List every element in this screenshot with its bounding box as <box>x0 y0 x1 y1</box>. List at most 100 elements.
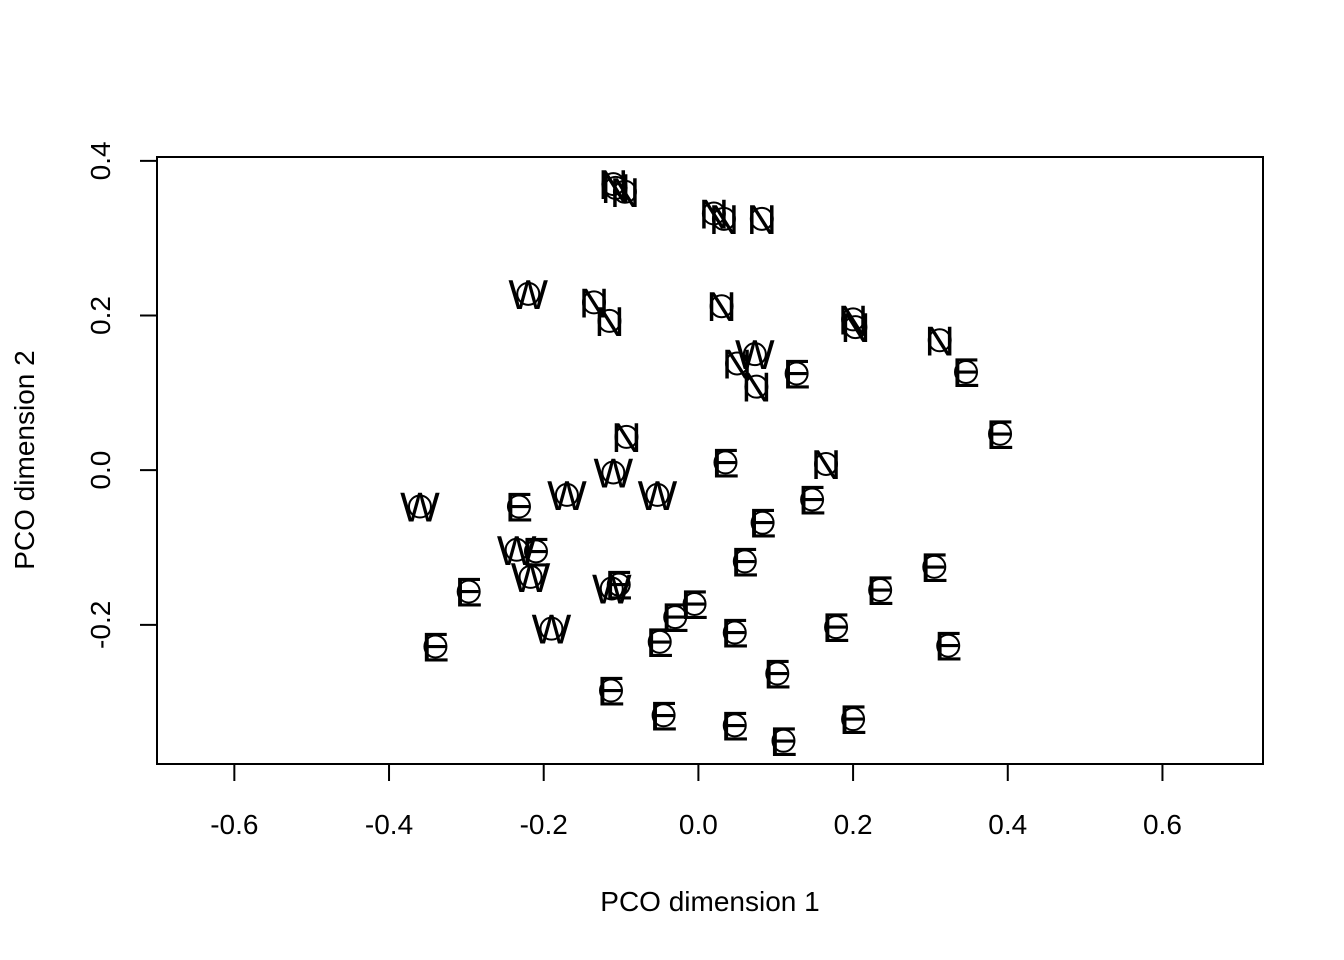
data-point-marker <box>814 451 839 476</box>
data-point-marker <box>709 294 734 319</box>
data-point: N <box>741 364 771 411</box>
data-point: E <box>731 538 759 585</box>
data-point-label: E <box>605 562 633 609</box>
data-point-label: N <box>925 317 955 364</box>
data-point-label: E <box>769 718 797 765</box>
data-point-label: W <box>592 565 632 612</box>
data-point: E <box>721 610 749 657</box>
data-point-label: N <box>741 364 771 411</box>
data-point-label: N <box>594 298 624 345</box>
data-point: N <box>598 161 628 208</box>
data-point-label: E <box>721 702 749 749</box>
data-point-marker <box>843 315 868 340</box>
y-tick-label: 0.4 <box>85 141 116 180</box>
data-point: E <box>934 623 962 670</box>
data-point-marker <box>599 678 624 703</box>
data-point: W <box>511 554 551 601</box>
data-point: E <box>866 567 894 614</box>
data-point-label: N <box>709 196 739 243</box>
data-point-marker <box>713 450 738 475</box>
data-point-marker <box>954 359 979 384</box>
data-point-label: E <box>749 500 777 547</box>
data-point-marker <box>612 179 637 204</box>
data-point-marker <box>722 620 747 645</box>
data-point: N <box>610 169 640 216</box>
x-axis: -0.6 -0.4 -0.2 0.0 0.2 0.4 0.6 <box>210 763 1182 840</box>
x-axis-label: PCO dimension 1 <box>600 886 819 917</box>
data-point-marker <box>744 374 769 399</box>
x-tick-label: -0.2 <box>520 809 568 840</box>
data-point-label: N <box>811 441 841 488</box>
data-point-marker <box>504 537 529 562</box>
data-point-label: W <box>638 472 678 519</box>
data-point-marker <box>516 281 541 306</box>
data-point-marker <box>523 539 548 564</box>
data-point-marker <box>606 572 631 597</box>
data-point-marker <box>599 576 624 601</box>
data-point: E <box>769 718 797 765</box>
data-point: N <box>840 304 870 351</box>
data-point-marker <box>750 510 775 535</box>
data-point-label: W <box>735 331 775 378</box>
y-tick-label: -0.2 <box>85 601 116 649</box>
data-point: E <box>839 696 867 743</box>
data-point-marker <box>682 591 707 616</box>
data-point-label: E <box>934 623 962 670</box>
data-point-marker <box>784 361 809 386</box>
data-point-marker <box>800 487 825 512</box>
data-point-label: N <box>747 196 777 243</box>
data-point: E <box>605 562 633 609</box>
data-point: N <box>925 317 955 364</box>
data-point: N <box>811 441 841 488</box>
data-point: E <box>455 569 483 616</box>
y-axis: -0.2 0.0 0.2 0.4 <box>85 141 158 649</box>
data-point-label: E <box>763 651 791 698</box>
y-tick-label: 0.0 <box>85 451 116 490</box>
data-point-marker <box>722 713 747 738</box>
data-point-label: E <box>783 351 811 398</box>
data-point: E <box>711 439 739 486</box>
data-point: W <box>592 565 632 612</box>
data-point-marker <box>927 328 952 353</box>
data-point-label: E <box>822 604 850 651</box>
x-tick-label: 0.0 <box>679 809 718 840</box>
data-point: N <box>747 196 777 243</box>
data-point: N <box>709 196 739 243</box>
data-point: E <box>646 619 674 666</box>
data-point-marker <box>506 494 531 519</box>
data-point-label: N <box>579 279 609 326</box>
data-point-label: E <box>839 696 867 743</box>
data-point-label: E <box>866 567 894 614</box>
data-point-label: N <box>840 304 870 351</box>
data-point: W <box>547 472 587 519</box>
data-point: E <box>783 351 811 398</box>
data-point-label: E <box>731 538 759 585</box>
data-point: E <box>597 668 625 715</box>
data-point-marker <box>407 494 432 519</box>
data-point-label: W <box>400 484 440 531</box>
data-point-marker <box>645 482 670 507</box>
data-point-marker <box>597 308 622 333</box>
data-point-marker <box>456 579 481 604</box>
data-point-marker <box>554 482 579 507</box>
data-point-label: E <box>952 349 980 396</box>
data-point-marker <box>922 554 947 579</box>
data-point-label: E <box>505 484 533 531</box>
data-point: E <box>822 604 850 651</box>
data-point: E <box>763 651 791 698</box>
x-tick-label: 0.6 <box>1143 809 1182 840</box>
data-point-label: E <box>920 544 948 591</box>
data-point: N <box>706 283 736 330</box>
data-point-label: E <box>455 569 483 616</box>
data-point-marker <box>749 206 774 231</box>
data-point-marker <box>614 424 639 449</box>
data-point-marker <box>841 707 866 732</box>
data-point: N <box>579 279 609 326</box>
data-point: E <box>721 702 749 749</box>
data-point: E <box>952 349 980 396</box>
data-point-label: E <box>650 692 678 739</box>
data-point: E <box>798 477 826 524</box>
data-point: W <box>400 484 440 531</box>
data-point: W <box>735 331 775 378</box>
data-point-label: W <box>511 554 551 601</box>
